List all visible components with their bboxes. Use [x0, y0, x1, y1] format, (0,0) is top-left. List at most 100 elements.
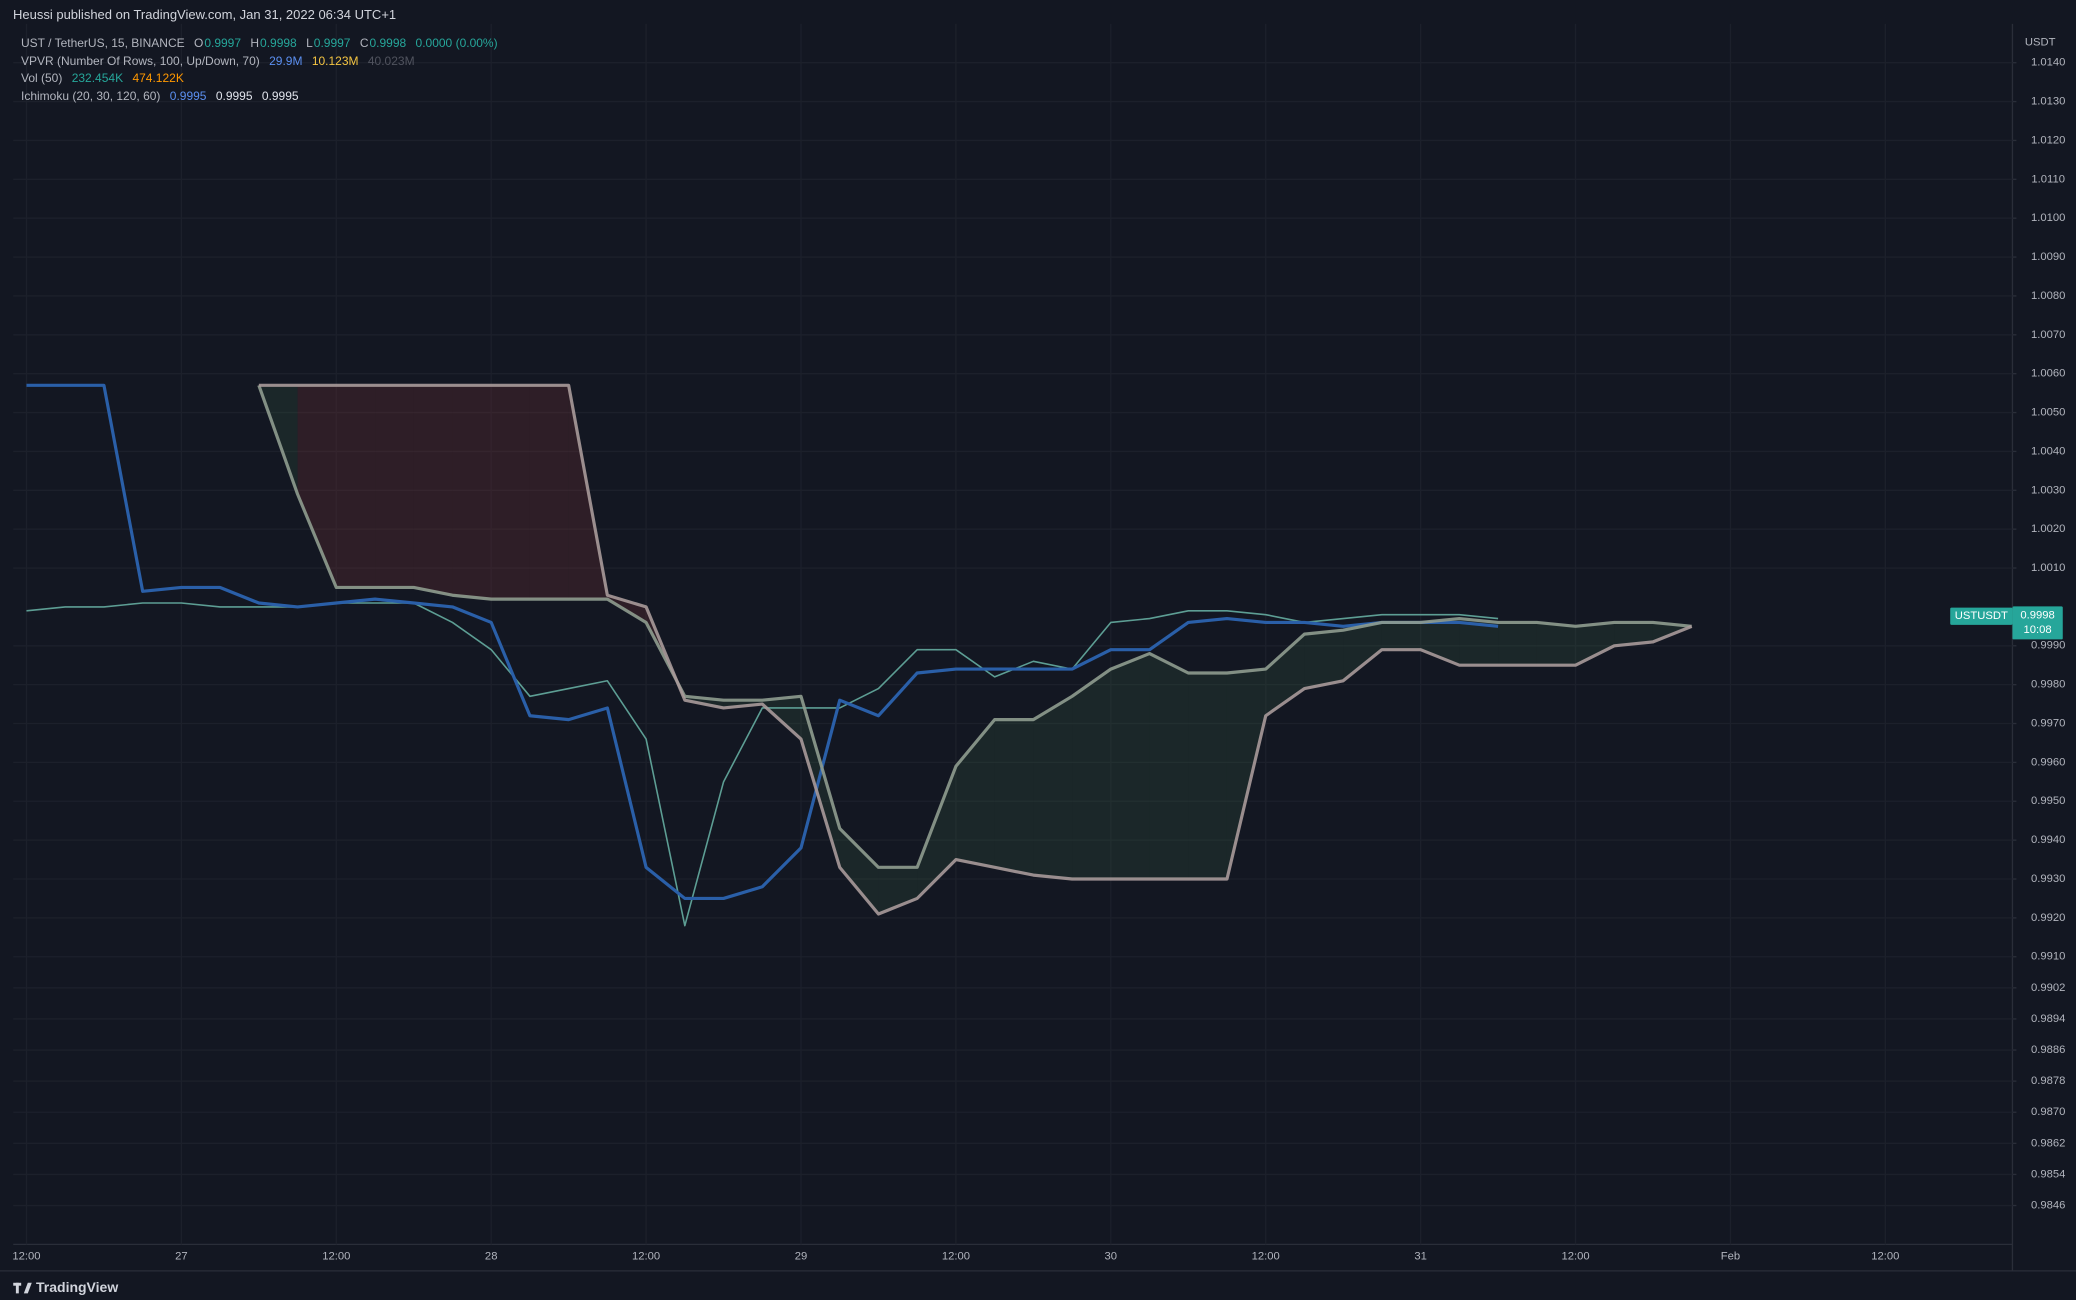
- series-line: [258, 383, 1693, 916]
- series-line: [26, 602, 1499, 927]
- y-tick-label: 1.0030: [2031, 484, 2065, 496]
- x-tick-label: 28: [485, 1250, 498, 1262]
- y-tick-label: 0.9902: [2031, 982, 2065, 994]
- cloud-fill: [917, 766, 956, 899]
- cloud-fill: [1188, 672, 1227, 880]
- y-tick-label: 1.0070: [2031, 329, 2065, 341]
- y-tick-label: 0.9886: [2031, 1044, 2065, 1056]
- cloud-fill: [529, 385, 569, 600]
- y-tick-label: 0.9920: [2031, 912, 2065, 924]
- ohlc-key: H: [250, 36, 260, 50]
- y-tick-label: 0.9854: [2031, 1168, 2065, 1180]
- x-tick-label: 12:00: [1252, 1250, 1280, 1262]
- y-tick-label: 1.0040: [2031, 445, 2065, 457]
- legend: UST / TetherUS, 15, BINANCE O0.9997 H0.9…: [21, 35, 504, 105]
- symbol: UST / TetherUS, 15, BINANCE: [21, 36, 185, 50]
- y-tick-label: 0.9862: [2031, 1137, 2065, 1149]
- ohlc-value: 0.9997: [204, 36, 242, 50]
- y-tick-label: 0.9990: [2031, 640, 2065, 652]
- y-tick-label: 0.9878: [2031, 1075, 2065, 1087]
- cloud-fill: [1614, 622, 1653, 646]
- indicator-value: 10.123M: [311, 53, 359, 68]
- indicator-value: 29.9M: [269, 53, 303, 68]
- x-tick-label: 31: [1414, 1250, 1427, 1262]
- y-tick-label: 1.0010: [2031, 562, 2065, 574]
- cloud-fill: [1226, 669, 1266, 880]
- ohlc-value: 0.9998: [369, 36, 407, 50]
- legend-row: UST / TetherUS, 15, BINANCE O0.9997 H0.9…: [21, 35, 504, 53]
- indicator-label: Ichimoku (20, 30, 120, 60): [21, 88, 161, 103]
- y-tick-label: 0.9970: [2031, 717, 2065, 729]
- publisher: Heussi published on TradingView.com, Jan…: [13, 7, 397, 22]
- y-tick-label: 1.0090: [2031, 251, 2065, 263]
- indicator-value: 0.9995: [169, 88, 207, 103]
- x-tick-label: 12:00: [1871, 1250, 1899, 1262]
- cloud-fill: [1033, 696, 1073, 880]
- y-unit: USDT: [2025, 36, 2056, 48]
- cloud-fill: [1072, 669, 1111, 880]
- cloud-fill: [1149, 653, 1189, 880]
- ohlc-value: 0.9997: [313, 36, 351, 50]
- x-tick-label: 12:00: [632, 1250, 660, 1262]
- cloud-fill: [1110, 653, 1150, 880]
- series-line: [26, 383, 1499, 901]
- cloud-fill: [413, 385, 453, 596]
- cloud-fill: [1498, 622, 1537, 666]
- cloud-fill: [994, 719, 1034, 876]
- cloud-fill: [452, 385, 492, 600]
- series-line: [257, 384, 1692, 869]
- y-tick-label: 1.0120: [2031, 134, 2065, 146]
- y-tick-label: 1.0080: [2031, 290, 2065, 302]
- y-tick-label: 1.0020: [2031, 523, 2065, 535]
- y-tick-label: 0.9910: [2031, 951, 2065, 963]
- legend-row: Ichimoku (20, 30, 120, 60) 0.9995 0.9995…: [21, 88, 504, 106]
- cloud-fill: [1265, 634, 1305, 716]
- y-tick-label: 0.9960: [2031, 756, 2065, 768]
- y-tick-label: 0.9894: [2031, 1013, 2065, 1025]
- x-tick-label: 27: [175, 1250, 188, 1262]
- cloud-fill: [491, 385, 530, 600]
- y-tick-label: 0.9950: [2031, 795, 2065, 807]
- change: 0.0000 (0.00%): [415, 36, 498, 50]
- y-tick-label: 0.9930: [2031, 873, 2065, 885]
- x-tick-label: 12:00: [942, 1250, 970, 1262]
- logo-part: [15, 1282, 19, 1294]
- x-tick-label: 30: [1105, 1250, 1118, 1262]
- y-tick-label: 1.0140: [2031, 57, 2065, 69]
- y-tick-label: 1.0130: [2031, 96, 2065, 108]
- x-tick-label: Feb: [1721, 1250, 1740, 1262]
- countdown-label: 10:08: [2024, 624, 2052, 636]
- indicator-label: VPVR (Number Of Rows, 100, Up/Down, 70): [21, 53, 260, 68]
- price-label-box: [2012, 606, 2063, 640]
- y-tick-label: 0.9846: [2031, 1199, 2065, 1211]
- indicator-value: 40.023M: [367, 53, 415, 68]
- cloud-fill: [336, 385, 376, 588]
- x-tick-label: 12:00: [322, 1250, 350, 1262]
- ohlc-key: C: [359, 36, 369, 50]
- cloud-fill: [1381, 622, 1421, 650]
- ohlc-key: L: [306, 36, 313, 50]
- indicator-label: Vol (50): [21, 71, 63, 85]
- y-tick-label: 1.0050: [2031, 407, 2065, 419]
- logo-part: [23, 1282, 32, 1294]
- cloud-fill: [297, 385, 337, 588]
- y-tick-label: 0.9980: [2031, 679, 2065, 691]
- symbol-label-box: [1950, 607, 2013, 625]
- y-tick-label: 0.9870: [2031, 1106, 2065, 1118]
- indicator-value: 0.9995: [215, 88, 253, 103]
- y-tick-label: 1.0110: [2031, 173, 2065, 185]
- cloud-fill: [1304, 630, 1344, 689]
- cloud-fill: [1343, 622, 1382, 681]
- indicator-value: 0.9995: [261, 88, 299, 103]
- cloud-fill: [1459, 618, 1499, 666]
- logo: [13, 1282, 32, 1294]
- y-tick-label: 0.9940: [2031, 834, 2065, 846]
- ohlc-key: O: [193, 36, 204, 50]
- brand: TradingView: [36, 1279, 119, 1295]
- x-tick-label: 12:00: [12, 1250, 40, 1262]
- ohlc-value: 0.9998: [260, 36, 297, 50]
- y-tick-label: 1.0100: [2031, 212, 2065, 224]
